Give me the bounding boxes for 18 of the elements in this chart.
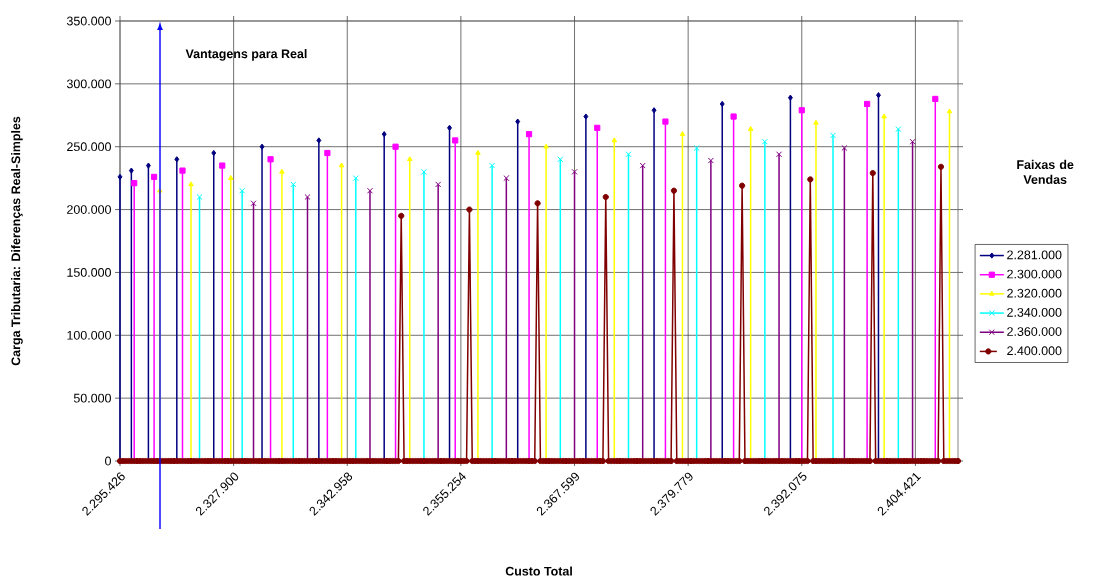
legend-title: Faixas de Vendas — [1017, 159, 1074, 184]
y-tick-label: 350.000 — [66, 16, 111, 26]
y-tick-label: 150.000 — [67, 268, 111, 277]
legend-label: 2.281.000 — [1007, 250, 1062, 260]
y-tick-label: 250.000 — [67, 142, 111, 152]
x-axis-title: Custo Total — [505, 566, 572, 576]
legend-label: 2.360.000 — [1007, 327, 1062, 336]
y-tick-label: 200.000 — [67, 205, 111, 214]
y-axis-title: Carga Tributaria: Diferenças Real-Simples — [11, 116, 23, 366]
legend-label: 2.300.000 — [1007, 269, 1062, 279]
y-tick-label: 0 — [105, 456, 111, 466]
legend-label: 2.340.000 — [1007, 307, 1062, 317]
legend-label: 2.320.000 — [1007, 288, 1062, 298]
y-tick-label: 50.000 — [73, 393, 111, 403]
y-tick-label: 100.000 — [67, 330, 111, 340]
legend-label: 2.400.000 — [1007, 346, 1062, 356]
annotation: Vantagens para Real — [185, 49, 307, 61]
y-tick-label: 300.000 — [66, 79, 111, 89]
